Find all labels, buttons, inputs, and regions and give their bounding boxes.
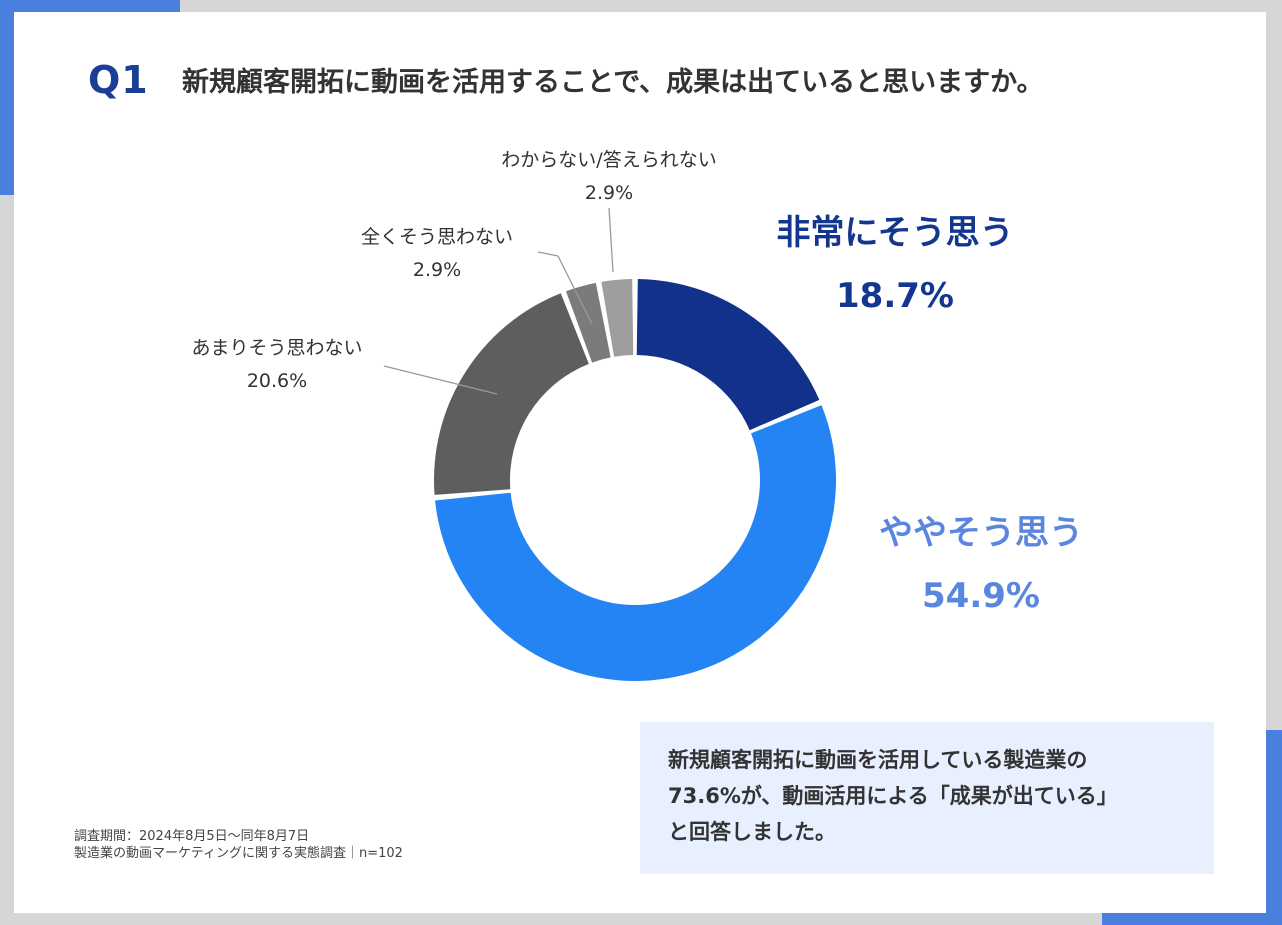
slice-label-name: 非常にそう思う xyxy=(776,213,1014,253)
survey-period: 調査期間：2024年8月5日〜同年8月7日 xyxy=(74,829,310,844)
corner-accent-right xyxy=(1264,730,1282,925)
corner-accent-bottom xyxy=(1102,911,1282,925)
slice-label-percent: 20.6% xyxy=(246,370,308,392)
slice-label-name: ややそう思う xyxy=(879,513,1083,553)
slice-label-name: あまりそう思わない xyxy=(191,337,363,359)
slice-somewhat xyxy=(435,405,837,682)
corner-accent-top xyxy=(0,0,180,14)
slice-label-somewhat: ややそう思う 54.9% xyxy=(866,505,1096,616)
slice-label-very-much: 非常にそう思う 18.7% xyxy=(762,205,1028,316)
slice-label-percent: 54.9% xyxy=(922,576,1040,616)
survey-footnote: 調査期間：2024年8月5日〜同年8月7日 製造業の動画マーケティングに関する実… xyxy=(74,828,403,862)
slice-label-not-at-all: 全くそう思わない 2.9% xyxy=(342,222,532,281)
slice-label-percent: 2.9% xyxy=(412,259,462,281)
slice-unknown xyxy=(601,279,634,357)
slice-label-percent: 2.9% xyxy=(584,182,634,204)
slice-not-at-all xyxy=(565,282,611,363)
slice-label-name: わからない/答えられない xyxy=(501,149,717,171)
slice-not-much xyxy=(433,293,589,495)
slice-very-much xyxy=(636,279,820,431)
corner-accent-left xyxy=(0,0,18,195)
slice-label-percent: 18.7% xyxy=(836,276,954,316)
slice-label-name: 全くそう思わない xyxy=(360,226,513,248)
summary-line: 73.6%が、動画活用による「成果が出ている」 xyxy=(668,784,1118,808)
question-number: Q1 xyxy=(88,58,149,102)
survey-source: 製造業の動画マーケティングに関する実態調査｜n=102 xyxy=(74,846,403,861)
question-title: 新規顧客開拓に動画を活用することで、成果は出ていると思いますか。 xyxy=(182,67,1044,98)
summary-box: 新規顧客開拓に動画を活用している製造業の 73.6%が、動画活用による「成果が出… xyxy=(640,722,1214,874)
leader-line-not-much xyxy=(383,365,498,395)
leader-line-unknown xyxy=(608,207,614,273)
leader-line-not-at-all xyxy=(537,251,593,325)
summary-line: と回答しました。 xyxy=(668,820,836,844)
slice-label-unknown: わからない/答えられない 2.9% xyxy=(478,145,740,204)
slice-label-not-much: あまりそう思わない 20.6% xyxy=(172,333,382,392)
summary-line: 新規顧客開拓に動画を活用している製造業の xyxy=(668,748,1088,772)
